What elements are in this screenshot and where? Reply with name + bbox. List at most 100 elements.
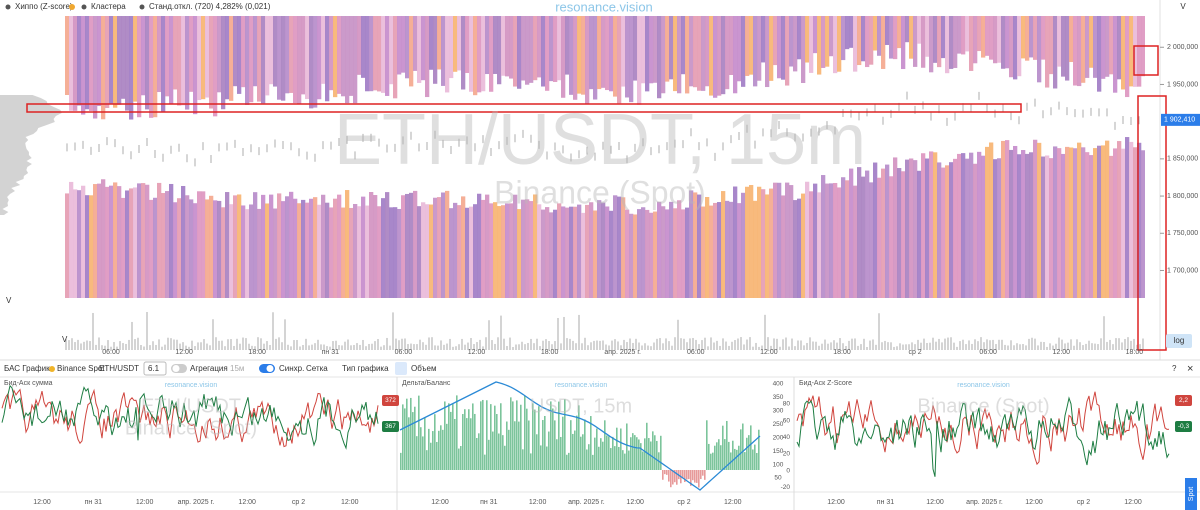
- volume-bar: [614, 339, 616, 350]
- delta-bar: [514, 421, 516, 470]
- heat-column: [225, 16, 230, 100]
- heat-column: [1021, 150, 1026, 298]
- volume-bar: [506, 346, 508, 350]
- heat-column: [1129, 16, 1134, 87]
- chart-type-menu[interactable]: Тип графика: [342, 364, 389, 373]
- heat-column: [1061, 16, 1066, 77]
- sync-toggle[interactable]: Синхр.: [279, 364, 304, 373]
- heat-column: [81, 16, 86, 115]
- symbol-select[interactable]: ETH/USDT: [99, 364, 139, 373]
- heat-column: [517, 16, 522, 89]
- volume-bar: [137, 337, 139, 350]
- eye-icon[interactable]: [139, 4, 145, 10]
- exchange-select[interactable]: Binance Spot: [57, 364, 105, 373]
- value-badge: [1175, 395, 1192, 406]
- version[interactable]: 6.1: [148, 364, 160, 373]
- help-button[interactable]: ?: [1172, 364, 1177, 373]
- heat-column: [1017, 16, 1022, 77]
- legend-item[interactable]: Хиппо (Z-score): [15, 2, 73, 11]
- delta-bar: [480, 401, 482, 470]
- log-button-label[interactable]: log: [1174, 336, 1185, 345]
- volume-bar: [944, 338, 946, 350]
- side-tab[interactable]: Spot: [1185, 478, 1197, 510]
- volume-bar: [521, 341, 523, 350]
- delta-bar: [628, 450, 630, 470]
- version-box[interactable]: [143, 361, 167, 376]
- log-button-bg[interactable]: [1166, 334, 1192, 348]
- volume-bar: [365, 346, 367, 350]
- delta-bar: [642, 451, 644, 470]
- aggregation-toggle[interactable]: Агрегация: [190, 364, 228, 373]
- volume-icon[interactable]: [395, 362, 407, 375]
- delta-bar: [688, 470, 690, 480]
- volume-bar: [1142, 338, 1144, 350]
- delta-bar: [414, 406, 416, 470]
- heat-column: [533, 16, 538, 81]
- delta-bar: [432, 431, 434, 470]
- volume-bar: [1025, 345, 1027, 350]
- heat-column: [997, 158, 1002, 298]
- delta-bar: [744, 452, 746, 470]
- side-tab-bg[interactable]: [1185, 478, 1197, 510]
- delta-bar: [592, 454, 594, 470]
- volume-bar: [1094, 343, 1096, 350]
- volume-menu[interactable]: Объем: [411, 364, 437, 373]
- last-price-label: 1 902,410: [1164, 117, 1195, 124]
- volume-bar: [422, 342, 424, 350]
- volume-bar: [635, 338, 637, 350]
- heat-column: [261, 16, 266, 104]
- log-button[interactable]: log: [1166, 334, 1192, 348]
- volume-bar: [497, 337, 499, 350]
- volume-bar: [662, 343, 664, 350]
- heat-column: [945, 165, 950, 298]
- volume-bar: [548, 341, 550, 350]
- heat-column: [477, 16, 482, 93]
- heat-column: [909, 16, 914, 59]
- heat-column: [545, 207, 550, 298]
- delta-bar: [548, 431, 550, 470]
- volume-bar: [68, 340, 70, 350]
- heat-column: [269, 16, 274, 85]
- volume-bar: [968, 340, 970, 350]
- x-tick-label: 18:00: [248, 349, 266, 356]
- volume-bar: [602, 340, 604, 350]
- volume-bar: [353, 344, 355, 350]
- heat-column: [485, 16, 490, 75]
- heat-column: [417, 16, 422, 83]
- delta-bar: [400, 452, 402, 470]
- volume-bar: [542, 340, 544, 350]
- volume-bar: [440, 340, 442, 350]
- heat-column: [1141, 150, 1145, 298]
- heat-column: [201, 191, 206, 298]
- volume-bar: [452, 346, 454, 350]
- x-tick-label: апр. 2025 г.: [178, 499, 215, 506]
- heat-column: [873, 162, 878, 298]
- heat-column: [153, 197, 158, 298]
- close-button[interactable]: ×: [1187, 363, 1193, 375]
- volume-bar: [149, 345, 151, 350]
- legend-item[interactable]: Станд.откл. (720) 4,282% (0,021): [149, 2, 271, 11]
- volume-bar: [782, 339, 784, 350]
- toggle-knob[interactable]: [266, 365, 274, 372]
- toggle-knob[interactable]: [172, 365, 180, 372]
- heat-column: [761, 16, 766, 63]
- grid-menu[interactable]: Сетка: [306, 364, 328, 373]
- eye-icon[interactable]: [5, 4, 11, 10]
- x-tick-label: пн 31: [85, 499, 102, 506]
- heat-column: [733, 186, 738, 298]
- aggregation-interval[interactable]: 15м: [230, 364, 244, 373]
- volume-bar: [515, 344, 517, 350]
- heat-column: [469, 206, 474, 298]
- heat-column: [117, 16, 122, 105]
- delta-bar: [580, 436, 582, 470]
- heat-column: [325, 202, 330, 298]
- heat-column: [673, 208, 678, 298]
- heat-column: [789, 16, 794, 67]
- heat-column: [357, 206, 362, 298]
- side-tab-label[interactable]: Spot: [1188, 487, 1195, 501]
- volume-bar: [1037, 345, 1039, 350]
- heat-column: [797, 16, 802, 60]
- eye-icon[interactable]: [81, 4, 87, 10]
- legend-item[interactable]: Кластера: [91, 2, 126, 11]
- volume-bar: [1100, 338, 1102, 350]
